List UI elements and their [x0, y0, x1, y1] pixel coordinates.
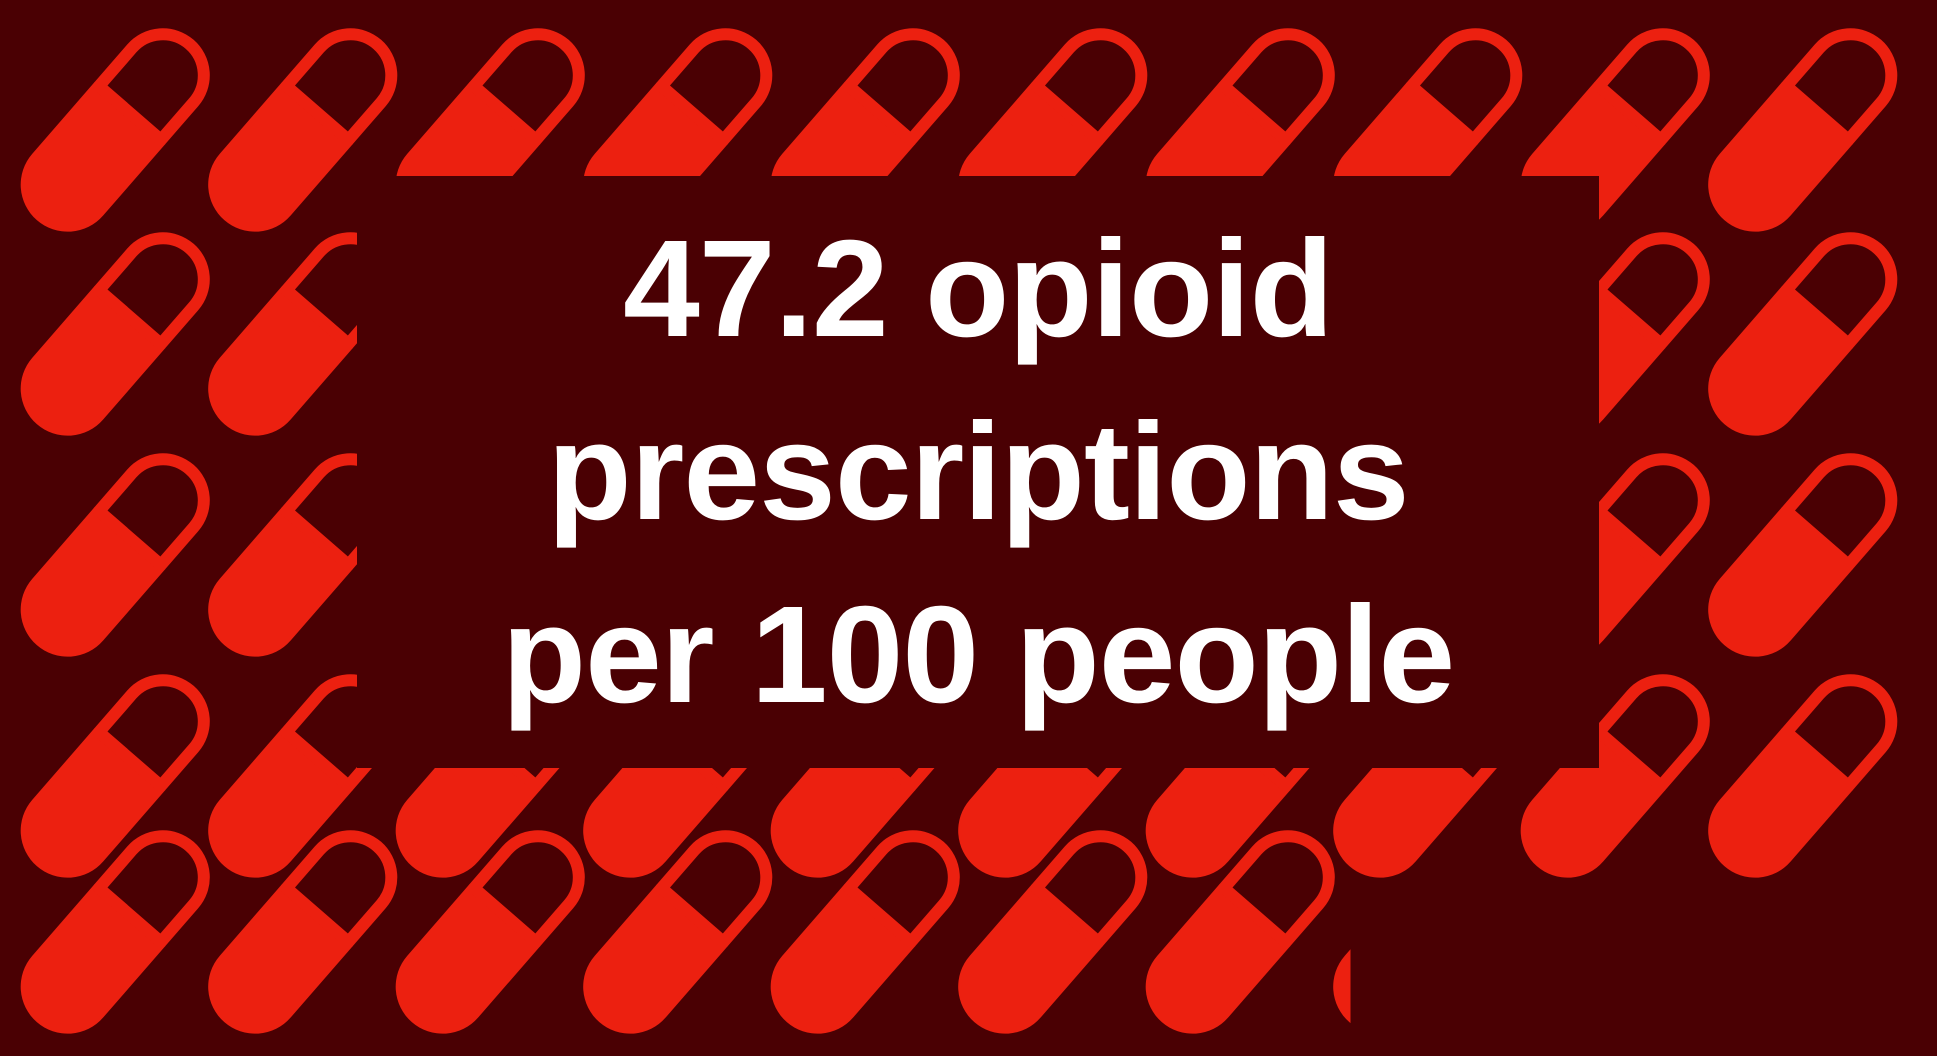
capsule-pill-icon [20, 28, 210, 232]
capsule-pill-icon [20, 232, 210, 436]
capsule-pill-icon [1520, 674, 1710, 878]
headline-box: 47.2 opioid prescriptions per 100 people [357, 176, 1599, 768]
headline: 47.2 opioid prescriptions per 100 people [501, 198, 1455, 747]
capsule-pill-icon [395, 830, 585, 1034]
capsule-pill-icon [1708, 674, 1898, 878]
headline-line-3: per 100 people [501, 577, 1455, 732]
capsule-pill-icon [20, 830, 210, 1034]
headline-line-1: 47.2 opioid [623, 211, 1334, 366]
capsule-pill-icon [20, 674, 210, 878]
capsule-pill-icon [1708, 232, 1898, 436]
capsule-pill-icon [583, 830, 773, 1034]
capsule-pill-icon [1708, 28, 1898, 232]
headline-line-2: prescriptions [547, 394, 1409, 549]
capsule-pill-icon [770, 830, 960, 1034]
capsule-pill-icon [208, 830, 398, 1034]
capsule-pill-icon [1145, 830, 1335, 1034]
capsule-pill-icon [1708, 453, 1898, 657]
capsule-pill-icon [20, 453, 210, 657]
capsule-pill-icon [208, 28, 398, 232]
capsule-pill-icon [958, 830, 1148, 1034]
